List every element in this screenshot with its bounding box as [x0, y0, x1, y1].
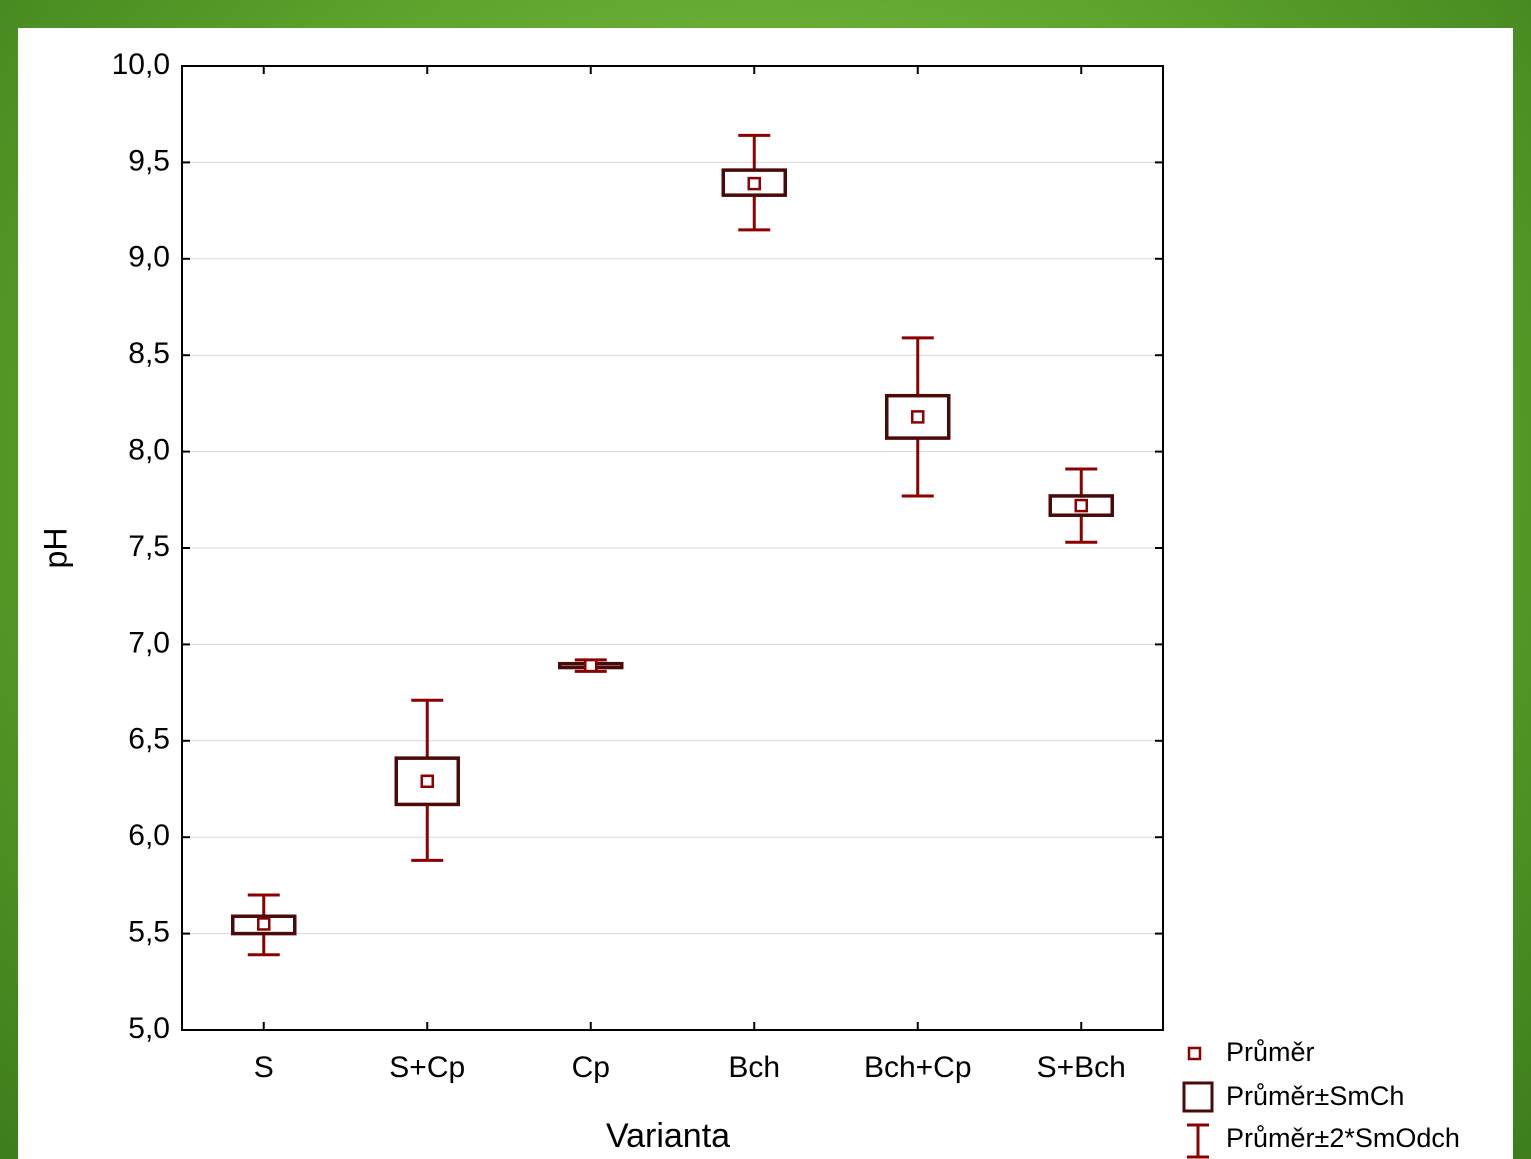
- y-axis-label: pH: [37, 528, 73, 569]
- mean-marker: [1076, 500, 1087, 511]
- x-tick-label: Bch: [728, 1051, 780, 1084]
- y-tick-label: 9,5: [128, 144, 170, 177]
- legend-label: Průměr±2*SmOdch: [1226, 1123, 1460, 1153]
- y-tick-label: 5,0: [128, 1012, 170, 1045]
- y-tick-label: 7,0: [128, 626, 170, 659]
- mean-marker: [258, 918, 269, 929]
- y-tick-label: 8,0: [128, 434, 170, 467]
- legend-box-icon: [1184, 1083, 1212, 1111]
- page: Varianta pH 5,0 5,5 6,0 6,5 7,0 7,5 8,0 8,5 9,0 9…: [0, 0, 1531, 1159]
- x-tick-label: Cp: [572, 1051, 610, 1084]
- y-tick-label: 6,0: [128, 819, 170, 852]
- y-tick-label: 7,5: [128, 530, 170, 563]
- mean-marker: [912, 411, 923, 422]
- x-axis-label: Varianta: [606, 1117, 730, 1155]
- y-tick-label: 9,0: [128, 241, 170, 274]
- y-tick-label: 6,5: [128, 723, 170, 756]
- mean-marker: [422, 776, 433, 787]
- x-tick-label: S+Cp: [389, 1051, 465, 1084]
- chart: Varianta pH 5,0 5,5 6,0 6,5 7,0 7,5 8,0 8,5 9,0 9…: [0, 0, 1531, 1159]
- mean-marker: [749, 178, 760, 189]
- mean-marker: [585, 660, 596, 671]
- legend-label: Průměr: [1226, 1037, 1315, 1067]
- x-tick-label: S: [254, 1051, 274, 1084]
- legend-label: Průměr±SmCh: [1226, 1081, 1404, 1111]
- y-tick-label: 8,5: [128, 337, 170, 370]
- y-tick-label: 5,5: [128, 916, 170, 949]
- y-tick-label: 10,0: [112, 48, 170, 81]
- panel: [18, 28, 1513, 1159]
- x-tick-label: S+Bch: [1037, 1051, 1126, 1084]
- legend-mean-icon: [1189, 1048, 1200, 1059]
- x-tick-label: Bch+Cp: [864, 1051, 972, 1084]
